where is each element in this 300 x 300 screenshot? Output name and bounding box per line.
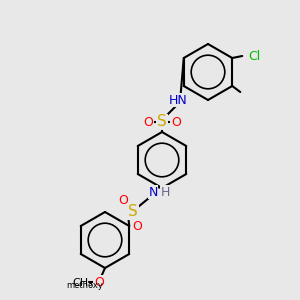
Text: O: O bbox=[118, 194, 128, 206]
Text: CH₃: CH₃ bbox=[73, 278, 93, 288]
Text: O: O bbox=[143, 116, 153, 128]
Text: O: O bbox=[132, 220, 142, 232]
Text: Cl: Cl bbox=[248, 50, 260, 62]
Text: N: N bbox=[148, 185, 158, 199]
Text: methoxy: methoxy bbox=[67, 281, 103, 290]
Text: O: O bbox=[171, 116, 181, 128]
Text: S: S bbox=[128, 205, 138, 220]
Text: HN: HN bbox=[169, 94, 188, 106]
Text: H: H bbox=[160, 185, 170, 199]
Text: O: O bbox=[94, 275, 104, 289]
Text: S: S bbox=[157, 115, 167, 130]
